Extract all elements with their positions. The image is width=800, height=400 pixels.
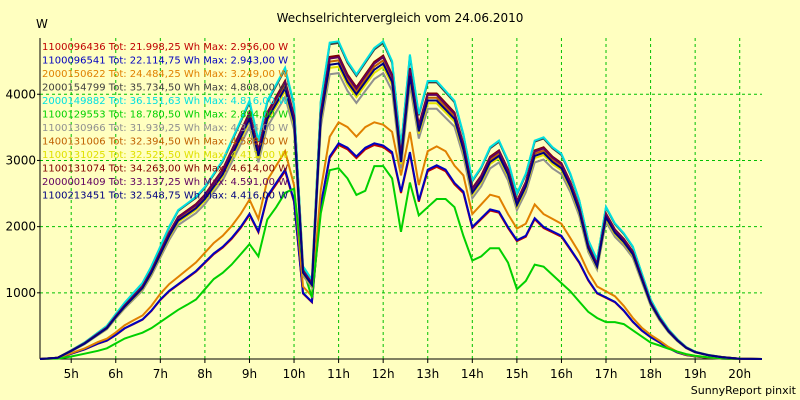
x-tick-label: 18h (639, 367, 662, 381)
x-tick-label: 20h (728, 367, 751, 381)
legend-entry-3: 2000150622 Tot: 24.484,25 Wh Max: 3.249,… (42, 69, 288, 80)
legend-entry-12: 1100213451 Tot: 32.548,75 Wh Max: 4.416,… (42, 191, 288, 202)
y-tick-label: 3000 (5, 153, 36, 167)
x-tick-label: 13h (416, 367, 439, 381)
footer-text: SunnyReport pinxit (691, 384, 797, 397)
x-tick-label: 7h (153, 367, 168, 381)
x-tick-label: 19h (684, 367, 707, 381)
legend-entry-6: 1100129553 Tot: 18.780,50 Wh Max: 2.894,… (42, 110, 288, 121)
x-tick-label: 11h (327, 367, 350, 381)
x-tick-label: 17h (595, 367, 618, 381)
legend-entry-2: 1100096541 Tot: 22.114,75 Wh Max: 2.943,… (42, 56, 288, 67)
legend-entry-1: 1100096436 Tot: 21.998,25 Wh Max: 2.956,… (42, 42, 288, 53)
series-line-12 (39, 62, 763, 360)
y-tick-label: 1000 (5, 286, 36, 300)
x-tick-label: 8h (197, 367, 212, 381)
x-tick-label: 14h (461, 367, 484, 381)
legend-entry-8: 1400131006 Tot: 32.394,50 Wh Max: 4.588,… (42, 137, 288, 148)
x-tick-label: 15h (505, 367, 528, 381)
legend-entry-5: 2000149882 Tot: 36.151,63 Wh Max: 4.816,… (42, 96, 288, 107)
legend: 1100096436 Tot: 21.998,25 Wh Max: 2.956,… (42, 42, 288, 202)
y-axis-label: W (36, 17, 48, 31)
x-tick-label: 12h (372, 367, 395, 381)
legend-entry-9: 1100131025 Tot: 32.525,50 Wh Max: 4.411,… (42, 150, 288, 161)
y-tick-label: 4000 (5, 87, 36, 101)
x-tick-label: 6h (108, 367, 123, 381)
x-tick-label: 9h (242, 367, 257, 381)
chart-title: Wechselrichtervergleich vom 24.06.2010 (277, 11, 524, 25)
series-line-2 (39, 142, 762, 360)
legend-entry-10: 1100131074 Tot: 34.263,00 Wh Max: 4.614,… (42, 164, 288, 175)
x-tick-label: 16h (550, 367, 573, 381)
plot-area: 1000 2000 3000 4000 5h 6h 7h 8h 9h 10h 11h 12h 13h 14… (5, 38, 763, 381)
legend-entry-11: 2000001409 Tot: 33.137,25 Wh Max: 4.591,… (42, 177, 288, 188)
x-tick-label: 10h (283, 367, 306, 381)
legend-entry-4: 2000154799 Tot: 35.734,50 Wh Max: 4.808,… (42, 83, 288, 94)
y-tick-label: 2000 (5, 220, 36, 234)
x-tick-label: 5h (64, 367, 79, 381)
series-line-3 (39, 120, 762, 360)
series-line-5 (39, 39, 763, 360)
legend-entry-7: 1100130966 Tot: 31.939,25 Wh Max: 4.314,… (42, 123, 288, 134)
series-line-6 (39, 165, 762, 360)
